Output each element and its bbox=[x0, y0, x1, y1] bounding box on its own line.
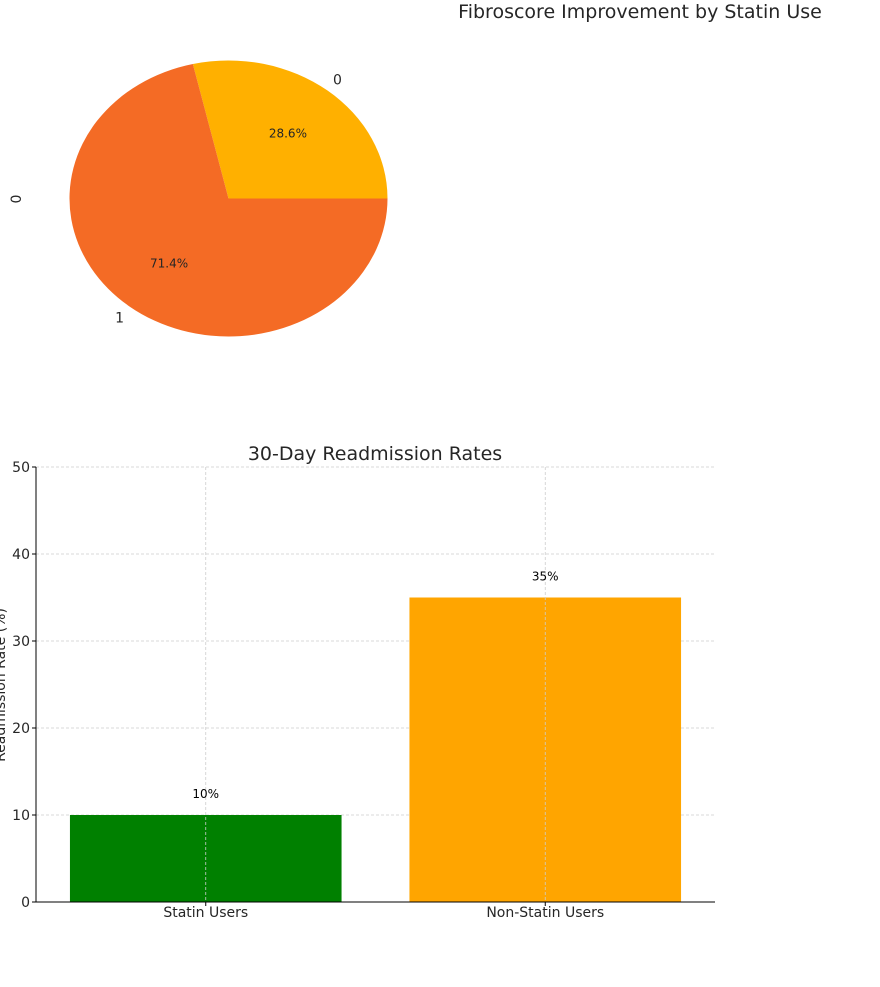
pie-slice-0 bbox=[192, 60, 388, 199]
y-tick-label: 30 bbox=[12, 634, 30, 650]
x-tick-label: Statin Users bbox=[163, 905, 248, 921]
bar-ylabel: Readmission Rate (%) bbox=[0, 608, 9, 762]
bar-chart: 30-Day Readmission Rates 0 10 20 30 40 50 Stat… bbox=[0, 443, 715, 921]
y-tick-label: 20 bbox=[12, 721, 30, 737]
bar-bars bbox=[69, 597, 682, 902]
pie-chart-title: Fibroscore Improvement by Statin Use bbox=[458, 1, 822, 23]
pie-percent-label-0: 28.6% bbox=[269, 127, 307, 141]
bar-data-labels: 10% 35% bbox=[192, 570, 558, 802]
pie-slices bbox=[69, 60, 388, 337]
pie-category-label-0: 0 bbox=[333, 73, 342, 89]
pie-percent-label-1: 71.4% bbox=[150, 256, 188, 270]
pie-slice-1 bbox=[69, 64, 388, 337]
pie-labels: 0 28.6% 1 71.4% bbox=[115, 73, 342, 327]
x-tick-label: Non-Statin Users bbox=[486, 905, 604, 921]
bar-chart-title: 30-Day Readmission Rates bbox=[248, 443, 502, 465]
bar-x-grid bbox=[205, 467, 546, 902]
pie-ylabel: 0 bbox=[9, 195, 25, 204]
y-tick-label: 50 bbox=[12, 460, 30, 476]
pie-chart: Fibroscore Improvement by Statin Use 0 0… bbox=[9, 1, 822, 337]
bar-axes bbox=[35, 467, 715, 903]
y-tick-label: 10 bbox=[12, 808, 30, 824]
y-tick-label: 0 bbox=[21, 895, 30, 911]
bar-ticks: 0 10 20 30 40 50 Statin Users Non-Statin Users bbox=[12, 460, 604, 921]
y-tick-label: 40 bbox=[12, 547, 30, 563]
bar-data-label: 10% bbox=[192, 787, 219, 801]
pie-category-label-1: 1 bbox=[115, 310, 124, 326]
bar-data-label: 35% bbox=[532, 570, 559, 584]
